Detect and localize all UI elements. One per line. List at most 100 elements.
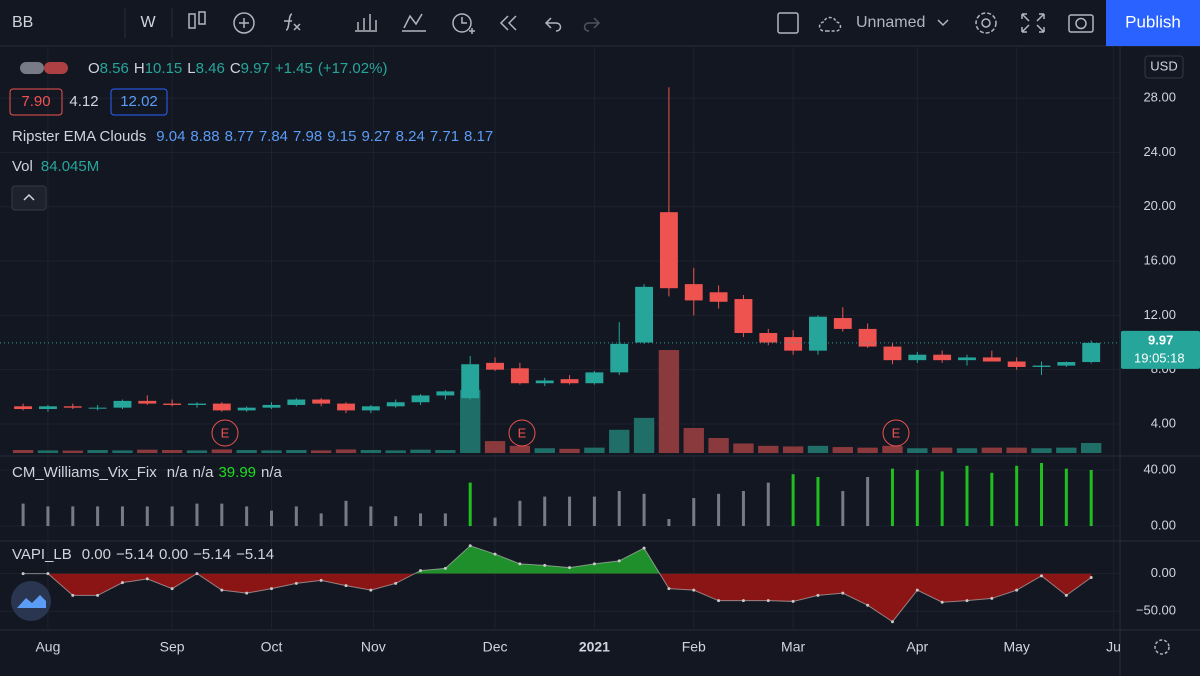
candle-body — [982, 357, 1001, 362]
x-tick-label: Feb — [682, 639, 706, 655]
badge — [9, 88, 63, 116]
logo[interactable] — [11, 581, 51, 621]
volume-bar — [708, 438, 729, 453]
toolbar-icons[interactable] — [188, 11, 1094, 34]
y-tick-label: 20.00 — [1143, 198, 1176, 213]
vapi-point — [791, 599, 795, 603]
collapse-icon[interactable] — [23, 193, 35, 201]
ema-value: 9.04 — [156, 128, 185, 145]
earnings-marker[interactable] — [211, 419, 239, 447]
earnings-marker[interactable] — [508, 419, 536, 447]
y-tick-label: 28.00 — [1143, 90, 1176, 105]
currency[interactable]: USD — [1150, 58, 1177, 73]
vix-bar — [866, 477, 870, 527]
vapi-point — [269, 587, 273, 591]
vapi-area-positive — [23, 545, 1092, 574]
ohlc-legend: O8.56 H10.15 L8.46 C9.97 +1.45 (+17.02%) — [88, 60, 387, 77]
vapi-point — [468, 544, 472, 548]
candle-body — [486, 362, 504, 370]
x-tick-label: Nov — [361, 639, 386, 655]
interval[interactable]: W — [140, 14, 156, 31]
vix-bar — [319, 513, 323, 527]
vapi-value: −5.14 — [193, 546, 231, 563]
volume-bar — [807, 445, 829, 453]
badge — [110, 88, 168, 116]
earnings-marker[interactable] — [882, 419, 910, 447]
candle-body — [784, 337, 803, 351]
vix-bar — [220, 503, 224, 527]
vapi-value: 0.00 — [82, 546, 111, 563]
vapi-point — [692, 588, 696, 592]
vix-bar — [443, 513, 447, 527]
ema-value: 8.88 — [190, 128, 219, 145]
vapi-point — [369, 588, 373, 592]
vix-bar — [269, 510, 273, 527]
vix-bar — [195, 503, 199, 527]
publish-label[interactable]: Publish — [1125, 12, 1181, 31]
earnings-markers: E E E — [211, 419, 910, 447]
volume-bar — [37, 450, 59, 453]
vix-bar — [394, 516, 398, 527]
publish-button[interactable] — [1106, 0, 1200, 46]
toolbar: BB W Unnamed Publish — [0, 0, 1200, 47]
ohlc-value: 8.46 — [196, 60, 225, 77]
vix-bar — [369, 506, 373, 527]
ema-legend: Ripster EMA Clouds 9.04 8.88 8.77 7.84 7.98 9.… — [12, 128, 493, 145]
candle-body — [262, 404, 281, 408]
badge-text: 7.90 — [21, 93, 50, 110]
layout-name[interactable]: Unnamed — [856, 14, 925, 31]
earnings-label: E — [221, 425, 230, 440]
volume-bar — [832, 447, 853, 453]
vapi-point — [1064, 593, 1068, 597]
collapse-button[interactable] — [11, 185, 47, 211]
volume-bar — [956, 448, 978, 453]
settings-icon[interactable] — [1154, 639, 1170, 655]
vix-bar — [841, 491, 845, 527]
vapi-legend: VAPI_LB 0.00 −5.14 0.00 −5.14 −5.14 — [12, 546, 274, 563]
vix-bar — [617, 491, 621, 527]
candle-body — [38, 406, 57, 410]
y-tick-label: 0.00 — [1151, 565, 1176, 580]
y-tick-label: 24.00 — [1143, 144, 1176, 159]
vapi-point — [145, 577, 149, 581]
candle-body — [883, 346, 902, 361]
dropdown-arrow[interactable] — [937, 19, 949, 27]
volume-bar — [559, 448, 580, 453]
candle-body — [560, 379, 579, 384]
toggle[interactable] — [44, 62, 68, 74]
y-tick-label: −50.00 — [1136, 603, 1176, 618]
volume-bar — [310, 450, 332, 453]
vapi-point — [816, 593, 820, 597]
vix-value: n/a — [261, 464, 283, 481]
toggle[interactable] — [20, 62, 44, 74]
candle-body — [461, 364, 480, 399]
volume-bar — [186, 450, 208, 453]
volume-bar — [857, 447, 878, 453]
vapi-point — [543, 563, 547, 567]
candle-body — [1057, 362, 1076, 366]
ema-name: Ripster EMA Clouds — [12, 128, 146, 145]
candle-body — [361, 406, 380, 411]
x-tick-label: Apr — [906, 639, 928, 655]
candle-body — [312, 399, 331, 404]
symbol[interactable]: BB — [12, 14, 33, 31]
candle-body — [659, 212, 678, 289]
vapi-point — [667, 587, 671, 591]
vapi-point — [344, 584, 348, 588]
ohlc-value: 9.97 — [241, 60, 270, 77]
volume-bar — [435, 450, 456, 453]
vapi-point — [96, 593, 100, 597]
volume-bar — [1056, 447, 1077, 453]
vix-bar — [518, 500, 522, 527]
ema-value: 8.24 — [396, 128, 425, 145]
volume-bar — [1031, 448, 1052, 453]
vapi-point — [841, 591, 845, 595]
last-price: 9.97 — [1148, 332, 1173, 347]
ohlc-label: L — [187, 60, 195, 77]
ohlc-value: 10.15 — [145, 60, 183, 77]
vix-bar — [592, 496, 596, 527]
change: +1.45 — [275, 60, 313, 77]
ema-value: 9.15 — [327, 128, 356, 145]
currency-box[interactable] — [1144, 55, 1184, 79]
volume-bar — [609, 429, 630, 453]
